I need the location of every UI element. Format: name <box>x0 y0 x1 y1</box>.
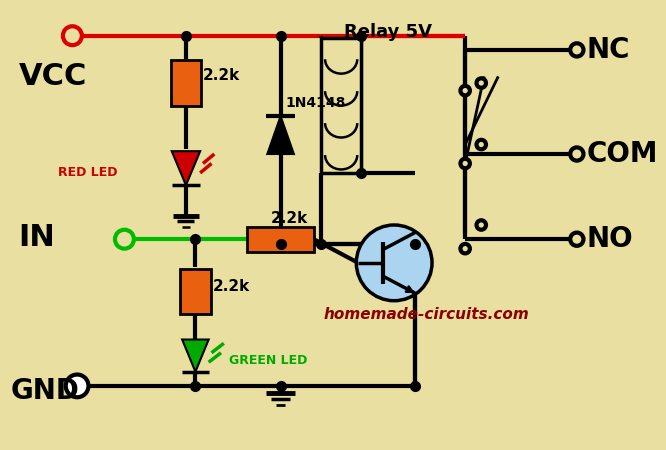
Text: 2.2k: 2.2k <box>203 68 240 83</box>
Text: GND: GND <box>11 377 80 405</box>
Text: 2.2k: 2.2k <box>271 211 308 226</box>
Polygon shape <box>182 339 208 372</box>
Circle shape <box>460 159 470 168</box>
Text: NO: NO <box>586 225 633 253</box>
Text: 1N4148: 1N4148 <box>285 96 346 110</box>
Circle shape <box>460 244 470 253</box>
Bar <box>180 269 210 314</box>
Text: NC: NC <box>586 36 630 64</box>
Circle shape <box>476 78 486 88</box>
Polygon shape <box>172 151 200 185</box>
Circle shape <box>476 140 486 149</box>
Bar <box>321 38 361 173</box>
Circle shape <box>570 43 583 57</box>
Text: homemade-circuits.com: homemade-circuits.com <box>323 307 529 322</box>
Circle shape <box>63 26 82 45</box>
Text: VCC: VCC <box>19 62 87 91</box>
Text: IN: IN <box>19 223 55 252</box>
Text: GREEN LED: GREEN LED <box>228 354 307 367</box>
Circle shape <box>570 148 583 161</box>
Bar <box>248 227 314 252</box>
Text: 2.2k: 2.2k <box>212 279 250 294</box>
Text: COM: COM <box>586 140 658 168</box>
Circle shape <box>115 230 134 249</box>
Text: RED LED: RED LED <box>58 166 118 180</box>
Circle shape <box>356 225 432 301</box>
Circle shape <box>570 233 583 246</box>
Bar <box>170 60 201 106</box>
Text: Relay 5V: Relay 5V <box>344 23 432 41</box>
Polygon shape <box>267 116 294 154</box>
Circle shape <box>476 220 486 230</box>
Circle shape <box>460 86 470 95</box>
Circle shape <box>66 374 89 397</box>
